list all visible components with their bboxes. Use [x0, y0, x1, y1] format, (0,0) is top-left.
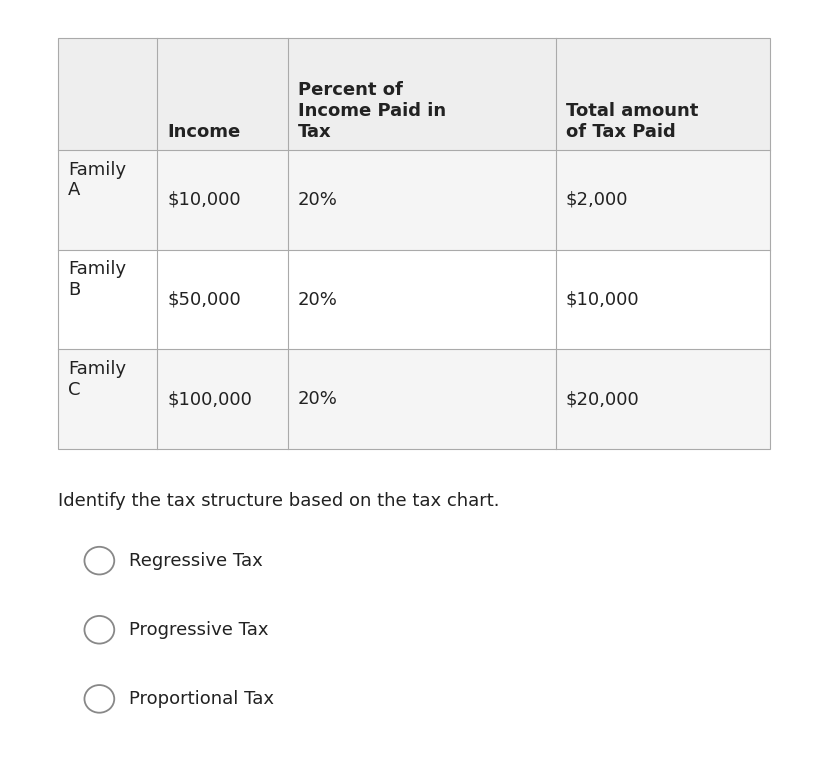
Bar	[58, 150, 769, 250]
Text: Percent of
Income Paid in
Tax: Percent of Income Paid in Tax	[297, 81, 445, 141]
Text: Proportional Tax: Proportional Tax	[129, 690, 274, 708]
Text: $10,000: $10,000	[565, 290, 638, 309]
Text: Family
C: Family C	[68, 360, 126, 399]
Text: Family
A: Family A	[68, 161, 126, 200]
Text: $10,000: $10,000	[167, 190, 241, 209]
Text: Identify the tax structure based on the tax chart.: Identify the tax structure based on the …	[58, 492, 499, 509]
Text: $20,000: $20,000	[565, 390, 638, 409]
Text: $2,000: $2,000	[565, 190, 628, 209]
Bar	[58, 250, 769, 349]
Text: Family
B: Family B	[68, 260, 126, 300]
Bar	[58, 349, 769, 449]
Text: Progressive Tax: Progressive Tax	[129, 621, 268, 639]
Text: Regressive Tax: Regressive Tax	[129, 551, 263, 570]
Text: $50,000: $50,000	[167, 290, 241, 309]
Text: 20%: 20%	[297, 190, 337, 209]
Text: 20%: 20%	[297, 390, 337, 409]
Text: Income: Income	[167, 123, 241, 141]
Text: 20%: 20%	[297, 290, 337, 309]
Text: $100,000: $100,000	[167, 390, 252, 409]
Bar	[58, 38, 769, 449]
Text: Total amount
of Tax Paid: Total amount of Tax Paid	[565, 101, 697, 141]
Bar	[58, 38, 769, 150]
